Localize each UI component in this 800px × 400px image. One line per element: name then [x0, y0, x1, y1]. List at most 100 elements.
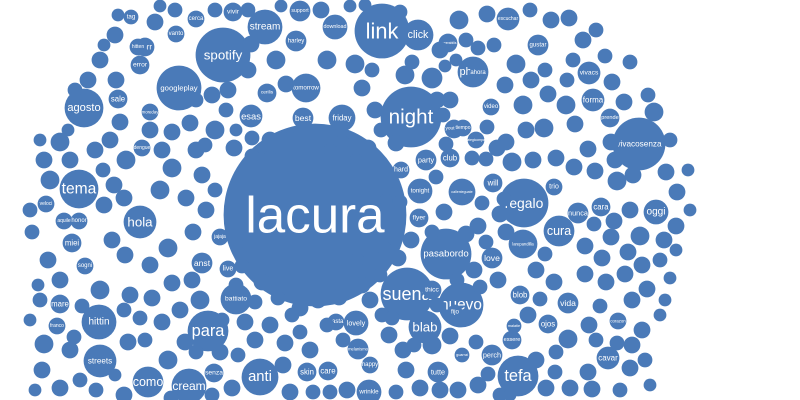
bubble-circle — [605, 212, 623, 230]
bubble-circle — [411, 379, 429, 397]
bubble — [115, 189, 133, 207]
bubble-label: pasabordo — [423, 249, 468, 260]
bubble-vivacs: vivacs — [577, 61, 601, 85]
bubble-circle — [616, 265, 634, 283]
bubble — [619, 243, 637, 261]
bubble — [492, 387, 508, 400]
bubble-label: tonight — [411, 188, 430, 195]
bubble-circle — [143, 289, 161, 307]
bubble-circle — [219, 260, 237, 278]
bubble-circle — [289, 0, 311, 22]
bubble — [524, 151, 542, 169]
bubble-circle — [542, 11, 560, 29]
bubble-circle — [644, 102, 664, 122]
bubble-label: escuchar — [498, 16, 519, 22]
bubble-circle — [343, 0, 357, 13]
bubble — [468, 334, 484, 350]
bubble-circle — [223, 379, 241, 397]
bubble-hard: hard — [392, 161, 410, 179]
bubble — [624, 166, 642, 184]
bubble — [330, 288, 348, 306]
bubble-circle — [239, 61, 257, 79]
bubble — [607, 171, 627, 191]
bubble — [39, 251, 57, 269]
bubble-circle — [454, 119, 472, 137]
bubble-honor: honor — [70, 212, 88, 230]
bubble-circle — [123, 205, 157, 239]
bubble — [79, 71, 97, 89]
bubble — [566, 115, 584, 133]
bubble — [207, 182, 223, 198]
bubble — [633, 321, 651, 339]
bubble-label: support — [291, 8, 309, 14]
bubble-circle — [438, 59, 452, 73]
bubble — [353, 79, 371, 97]
bubble-label: tema — [62, 181, 97, 198]
bubble — [388, 384, 404, 400]
bubble — [246, 331, 264, 349]
bubble — [580, 316, 598, 334]
bubble — [537, 246, 553, 262]
bubble-circle — [23, 313, 37, 327]
bubble — [527, 351, 545, 369]
bubble-circle — [397, 361, 415, 379]
bubble — [655, 231, 673, 249]
bubble-circle — [323, 143, 337, 157]
bubble-label: regalo — [505, 195, 544, 211]
bubble — [681, 163, 695, 177]
bubble-circle — [261, 131, 279, 149]
bubble — [236, 313, 254, 331]
bubble-label: agosto — [67, 102, 100, 114]
bubble-circle — [539, 85, 557, 103]
bubble-circle — [292, 324, 308, 340]
bubble-circle — [158, 238, 178, 258]
bubble — [183, 271, 201, 289]
bubble-label: night — [389, 106, 434, 129]
bubble-anti: anti — [241, 358, 279, 396]
bubble — [193, 166, 211, 184]
bubble — [435, 203, 453, 221]
bubble-circle — [574, 31, 592, 49]
bubble-circle — [502, 330, 522, 350]
bubble-circle — [277, 75, 295, 93]
bubble-circle — [39, 251, 57, 269]
bubble — [402, 231, 420, 249]
bubble-circle — [33, 361, 51, 379]
bubble — [392, 4, 408, 20]
bubble-circle — [274, 0, 288, 13]
bubble-circle — [567, 202, 589, 224]
bubble-circle — [61, 123, 75, 137]
bubble — [91, 51, 109, 69]
bubble — [345, 54, 365, 74]
bubble-circle — [657, 163, 675, 181]
bubble-circle — [640, 87, 656, 103]
bubble-label: larepandilla — [512, 242, 534, 247]
bubble-circle — [404, 54, 420, 70]
bubble-circle — [537, 62, 553, 78]
bubble — [90, 280, 110, 300]
bubble-circle — [449, 10, 469, 30]
bubble-circle — [586, 162, 604, 180]
bubble — [338, 381, 356, 399]
bubble-circle — [116, 246, 134, 264]
bubble-circle — [478, 234, 494, 250]
bubble-label: love — [484, 253, 500, 263]
bubble-circle — [422, 335, 442, 355]
bubble-label: vivir — [227, 9, 240, 16]
bubble-circle — [204, 387, 220, 400]
bubble — [276, 334, 294, 352]
bubble-circle — [623, 336, 641, 354]
bubble-label: googleplay — [160, 84, 197, 93]
bubble-circle — [115, 386, 133, 400]
bubble-circle — [556, 95, 576, 115]
bubble-label: malatie — [508, 324, 520, 328]
bubble-label: cura — [547, 224, 571, 238]
bubble-circle — [318, 361, 338, 381]
bubble-circle — [309, 291, 327, 309]
bubble — [623, 291, 641, 309]
bubble — [121, 286, 139, 304]
bubble-circle — [513, 95, 533, 115]
bubble — [116, 150, 136, 170]
bubble — [310, 127, 328, 145]
bubble — [86, 141, 104, 159]
